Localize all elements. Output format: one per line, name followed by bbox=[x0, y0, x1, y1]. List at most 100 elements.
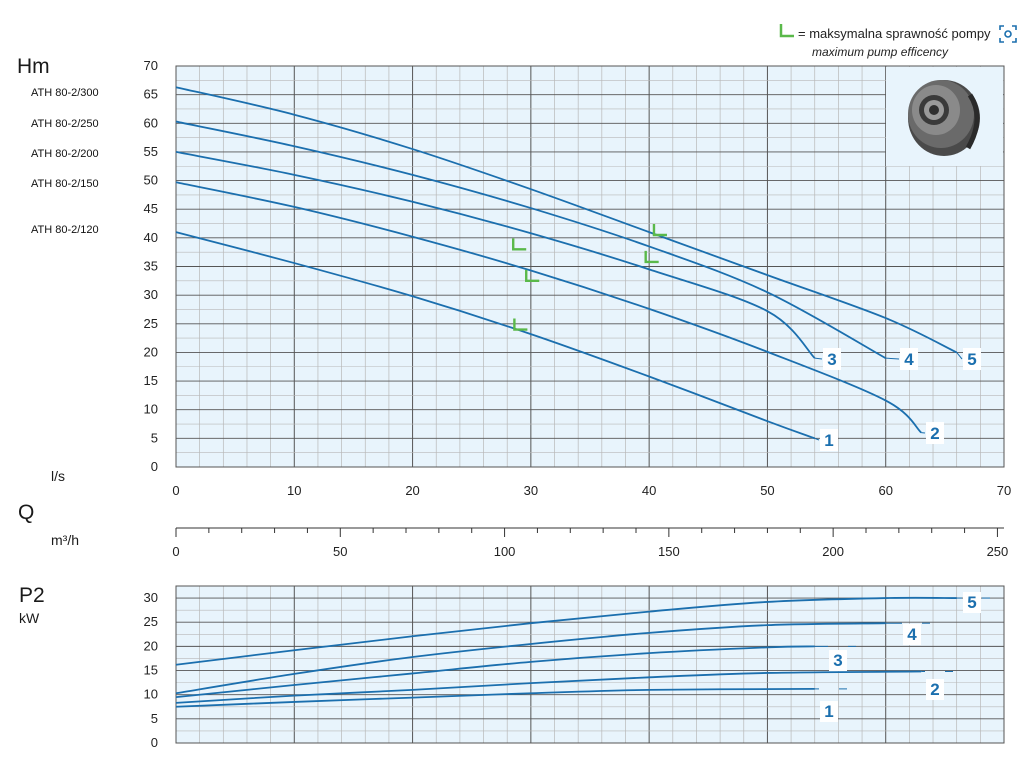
head-y-tick-label: 5 bbox=[151, 430, 158, 445]
head-y-tick-label: 15 bbox=[144, 373, 158, 388]
head-x-tick-label: 50 bbox=[760, 483, 774, 498]
m3h-tick-label: 50 bbox=[333, 544, 347, 559]
head-label-leader bbox=[885, 357, 900, 360]
head-x-tick-label: 0 bbox=[172, 483, 179, 498]
head-y-tick-label: 60 bbox=[144, 115, 158, 130]
power-label-bg bbox=[829, 650, 847, 671]
legend-main-label: = maksymalna sprawność pompy bbox=[798, 26, 991, 41]
head-x-tick-label: 20 bbox=[405, 483, 419, 498]
scan-icon bbox=[999, 25, 1017, 43]
head-y-tick-label: 25 bbox=[144, 316, 158, 331]
m3h-tick-label: 200 bbox=[822, 544, 844, 559]
power-p2-label: P2 bbox=[19, 584, 45, 607]
head-curve-2 bbox=[175, 181, 922, 434]
head-curve-label-4: 4 bbox=[904, 350, 914, 369]
head-y-tick-label: 50 bbox=[144, 173, 158, 188]
power-curve-labels: 1 2 3 4 5 bbox=[814, 592, 990, 722]
head-y-tick-label: 40 bbox=[144, 230, 158, 245]
power-curve-label-5: 5 bbox=[967, 593, 976, 612]
power-y-tick-label: 20 bbox=[144, 638, 158, 653]
efficiency-mark bbox=[512, 238, 527, 251]
head-curve-labels: 1 2 3 4 5 bbox=[814, 348, 981, 451]
efficiency-mark bbox=[652, 223, 667, 237]
model-label-250: ATH 80-2/250 bbox=[31, 118, 99, 130]
power-label-bg bbox=[963, 592, 981, 613]
head-label-leader bbox=[956, 352, 963, 360]
efficiency-mark bbox=[513, 318, 528, 331]
scan-button[interactable] bbox=[996, 22, 1020, 46]
power-plot-area bbox=[176, 586, 1004, 743]
head-curve-label-3: 3 bbox=[827, 350, 836, 369]
power-curve-5 bbox=[175, 596, 957, 666]
power-label-bg bbox=[820, 701, 838, 722]
power-curve-1 bbox=[175, 687, 815, 708]
head-axis-label: Hm bbox=[17, 55, 50, 78]
power-curve-label-4: 4 bbox=[907, 625, 917, 644]
head-y-tick-label: 55 bbox=[144, 144, 158, 159]
power-curve-3 bbox=[175, 645, 815, 699]
power-y-tick-label: 15 bbox=[144, 663, 158, 678]
head-curve-label-2: 2 bbox=[930, 424, 939, 443]
pump-impeller-icon bbox=[886, 67, 1003, 166]
head-y-ticks: 0 5 10 15 20 25 30 35 40 45 50 55 60 65 70 bbox=[144, 58, 158, 474]
head-label-bg bbox=[820, 429, 838, 451]
flow-m3h-axis: 0 50 100 150 200 250 bbox=[172, 527, 1009, 559]
power-curve-label-2: 2 bbox=[930, 680, 939, 699]
head-curve-5 bbox=[175, 86, 958, 354]
head-label-bg bbox=[963, 348, 981, 370]
efficiency-marks bbox=[512, 223, 667, 331]
head-frame bbox=[175, 65, 1005, 468]
power-y-tick-label: 0 bbox=[151, 735, 158, 750]
efficiency-symbol-icon bbox=[779, 24, 794, 38]
legend-sub-label: maximum pump efficency bbox=[812, 45, 949, 59]
head-y-tick-label: 30 bbox=[144, 287, 158, 302]
model-label-150: ATH 80-2/150 bbox=[31, 178, 99, 190]
head-label-bg bbox=[926, 422, 944, 444]
head-curve-1 bbox=[175, 231, 816, 440]
power-curve-2 bbox=[175, 670, 922, 704]
head-label-leader bbox=[814, 437, 820, 441]
model-label-200: ATH 80-2/200 bbox=[31, 148, 99, 160]
m3h-tick-label: 250 bbox=[987, 544, 1009, 559]
efficiency-legend: = maksymalna sprawność pompy maximum pum… bbox=[779, 24, 991, 59]
head-grid bbox=[175, 65, 1005, 468]
m3h-tick-label: 100 bbox=[494, 544, 516, 559]
model-label-300: ATH 80-2/300 bbox=[31, 87, 99, 99]
head-x-tick-label: 30 bbox=[524, 483, 538, 498]
head-x-ticks: 0 10 20 30 40 50 60 70 bbox=[172, 483, 1011, 498]
power-curves bbox=[175, 596, 957, 708]
head-curve-3 bbox=[175, 151, 816, 359]
power-chart: 0 5 10 15 20 25 30 1 2 3 4 5 bbox=[144, 585, 1005, 750]
head-label-bg bbox=[823, 348, 841, 370]
head-x-tick-label: 70 bbox=[997, 483, 1011, 498]
head-y-tick-label: 20 bbox=[144, 344, 158, 359]
head-label-bg bbox=[900, 348, 918, 370]
power-kw-label: kW bbox=[19, 610, 40, 626]
m3h-tick-label: 150 bbox=[658, 544, 680, 559]
flow-q-label: Q bbox=[18, 501, 34, 524]
head-label-leader bbox=[814, 357, 823, 360]
head-x-tick-label: 10 bbox=[287, 483, 301, 498]
head-curve-4 bbox=[175, 120, 887, 359]
head-y-tick-label: 35 bbox=[144, 259, 158, 274]
power-curve-4 bbox=[175, 622, 886, 695]
m3h-tick-label: 0 bbox=[172, 544, 179, 559]
model-label-120: ATH 80-2/120 bbox=[31, 224, 99, 236]
head-y-tick-label: 70 bbox=[144, 58, 158, 73]
power-curve-label-1: 1 bbox=[824, 702, 833, 721]
head-curves bbox=[175, 86, 958, 440]
head-y-tick-label: 65 bbox=[144, 87, 158, 102]
efficiency-mark bbox=[644, 250, 659, 264]
power-y-tick-label: 30 bbox=[144, 590, 158, 605]
power-curve-label-3: 3 bbox=[833, 651, 842, 670]
power-y-tick-label: 25 bbox=[144, 614, 158, 629]
head-y-tick-label: 45 bbox=[144, 201, 158, 216]
efficiency-mark bbox=[525, 269, 540, 283]
power-label-bg bbox=[903, 624, 921, 645]
power-y-tick-label: 10 bbox=[144, 687, 158, 702]
head-curve-label-1: 1 bbox=[824, 431, 833, 450]
head-y-tick-label: 0 bbox=[151, 459, 158, 474]
head-x-tick-label: 40 bbox=[642, 483, 656, 498]
head-y-tick-label: 10 bbox=[144, 402, 158, 417]
